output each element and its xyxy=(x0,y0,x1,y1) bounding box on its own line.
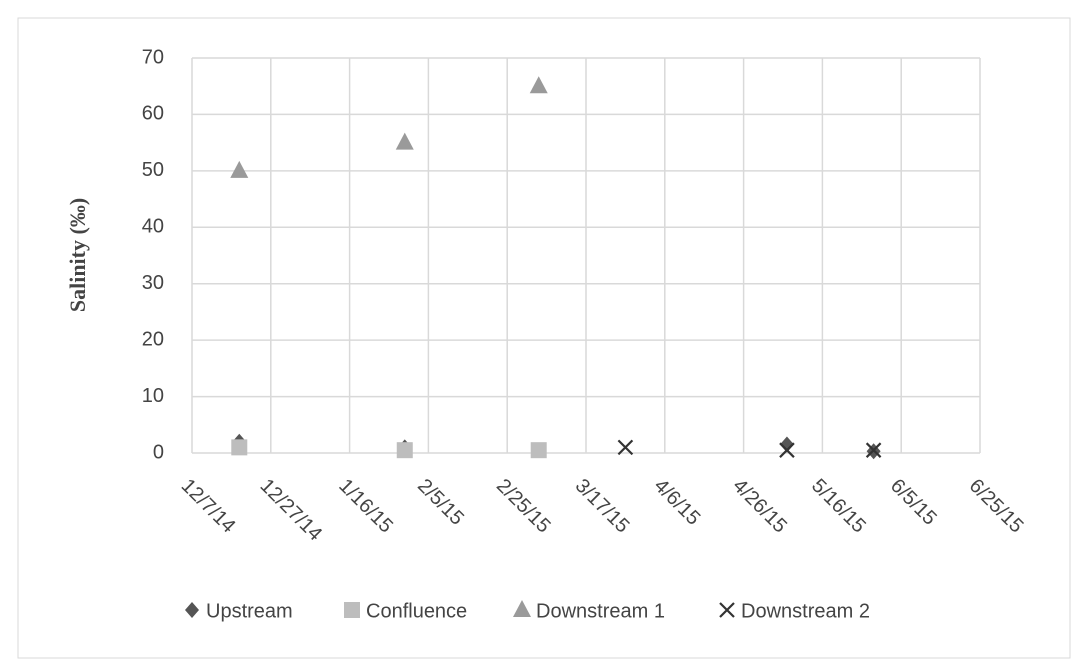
marker xyxy=(185,602,199,618)
marker xyxy=(344,602,360,618)
legend-item: Downstream 2 xyxy=(719,600,870,622)
legend-label: Upstream xyxy=(206,600,293,622)
y-axis-title: Salinity (‰) xyxy=(65,198,90,312)
y-tick-label: 50 xyxy=(142,159,164,181)
legend-label: Downstream 2 xyxy=(741,600,870,622)
marker xyxy=(617,439,634,456)
y-tick-label: 40 xyxy=(142,216,164,238)
marker xyxy=(395,132,414,150)
y-tick-label: 0 xyxy=(153,441,164,463)
marker xyxy=(779,436,794,453)
marker xyxy=(513,600,531,617)
legend-label: Confluence xyxy=(366,600,467,622)
marker xyxy=(530,442,547,459)
y-tick-label: 10 xyxy=(142,385,164,407)
marker xyxy=(230,160,249,178)
y-tick-label: 30 xyxy=(142,272,164,294)
y-tick-label: 60 xyxy=(142,103,164,125)
y-tick-label: 70 xyxy=(142,46,164,68)
legend-item: Downstream 1 xyxy=(513,600,665,622)
legend-item: Confluence xyxy=(344,600,467,622)
marker xyxy=(231,439,248,456)
chart-frame xyxy=(17,17,1071,659)
marker xyxy=(719,602,735,618)
marker xyxy=(865,442,882,458)
marker xyxy=(396,442,413,459)
marker xyxy=(779,442,795,458)
legend-label: Downstream 1 xyxy=(536,600,665,622)
y-tick-label: 20 xyxy=(142,328,164,350)
marker xyxy=(529,76,548,94)
legend-item: Upstream xyxy=(185,600,293,622)
